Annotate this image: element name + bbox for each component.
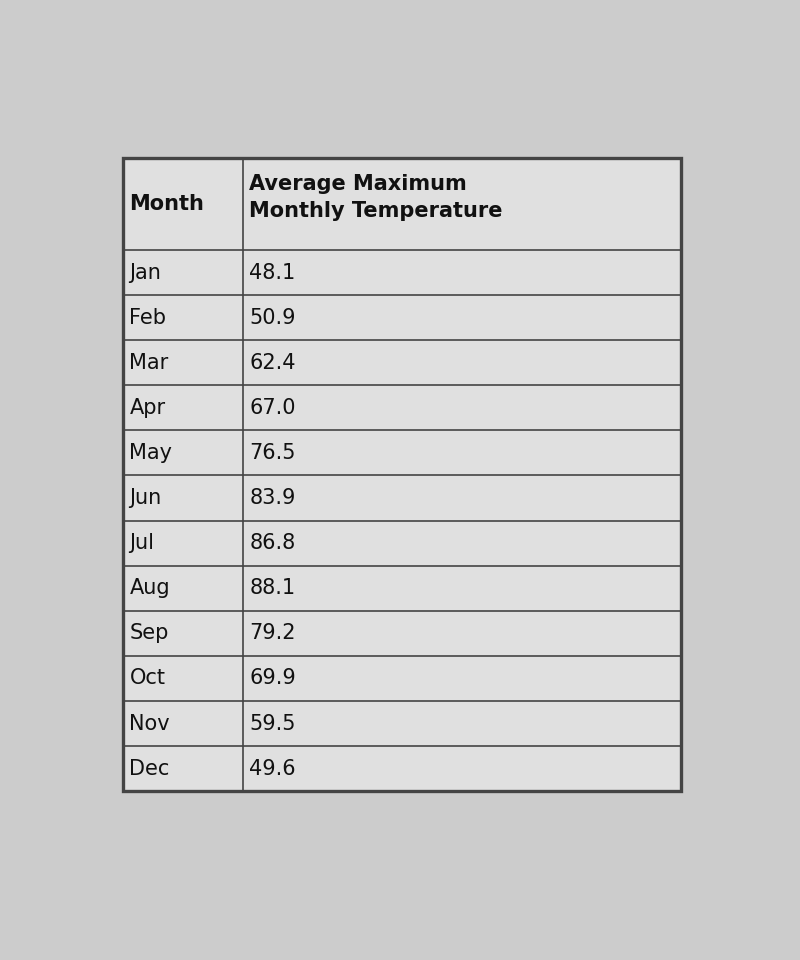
Text: 67.0: 67.0 xyxy=(250,397,296,418)
Text: 79.2: 79.2 xyxy=(250,623,296,643)
Text: 76.5: 76.5 xyxy=(250,443,296,463)
Text: Mar: Mar xyxy=(130,352,169,372)
Text: Apr: Apr xyxy=(130,397,166,418)
Text: 69.9: 69.9 xyxy=(250,668,296,688)
Text: Nov: Nov xyxy=(130,713,170,733)
Text: 83.9: 83.9 xyxy=(250,488,296,508)
Text: Jun: Jun xyxy=(130,488,162,508)
Text: Average Maximum
Monthly Temperature: Average Maximum Monthly Temperature xyxy=(250,174,503,221)
Text: Jan: Jan xyxy=(130,262,162,282)
Text: 59.5: 59.5 xyxy=(250,713,296,733)
Text: May: May xyxy=(130,443,173,463)
Text: 86.8: 86.8 xyxy=(250,533,296,553)
Text: Dec: Dec xyxy=(130,758,170,779)
Text: 48.1: 48.1 xyxy=(250,262,296,282)
Text: 62.4: 62.4 xyxy=(250,352,296,372)
Text: Sep: Sep xyxy=(130,623,169,643)
Text: Feb: Feb xyxy=(130,307,166,327)
Text: Jul: Jul xyxy=(130,533,154,553)
Text: Month: Month xyxy=(130,194,204,214)
Text: 50.9: 50.9 xyxy=(250,307,296,327)
Text: 49.6: 49.6 xyxy=(250,758,296,779)
Text: Aug: Aug xyxy=(130,578,170,598)
Text: 88.1: 88.1 xyxy=(250,578,295,598)
Text: Oct: Oct xyxy=(130,668,166,688)
